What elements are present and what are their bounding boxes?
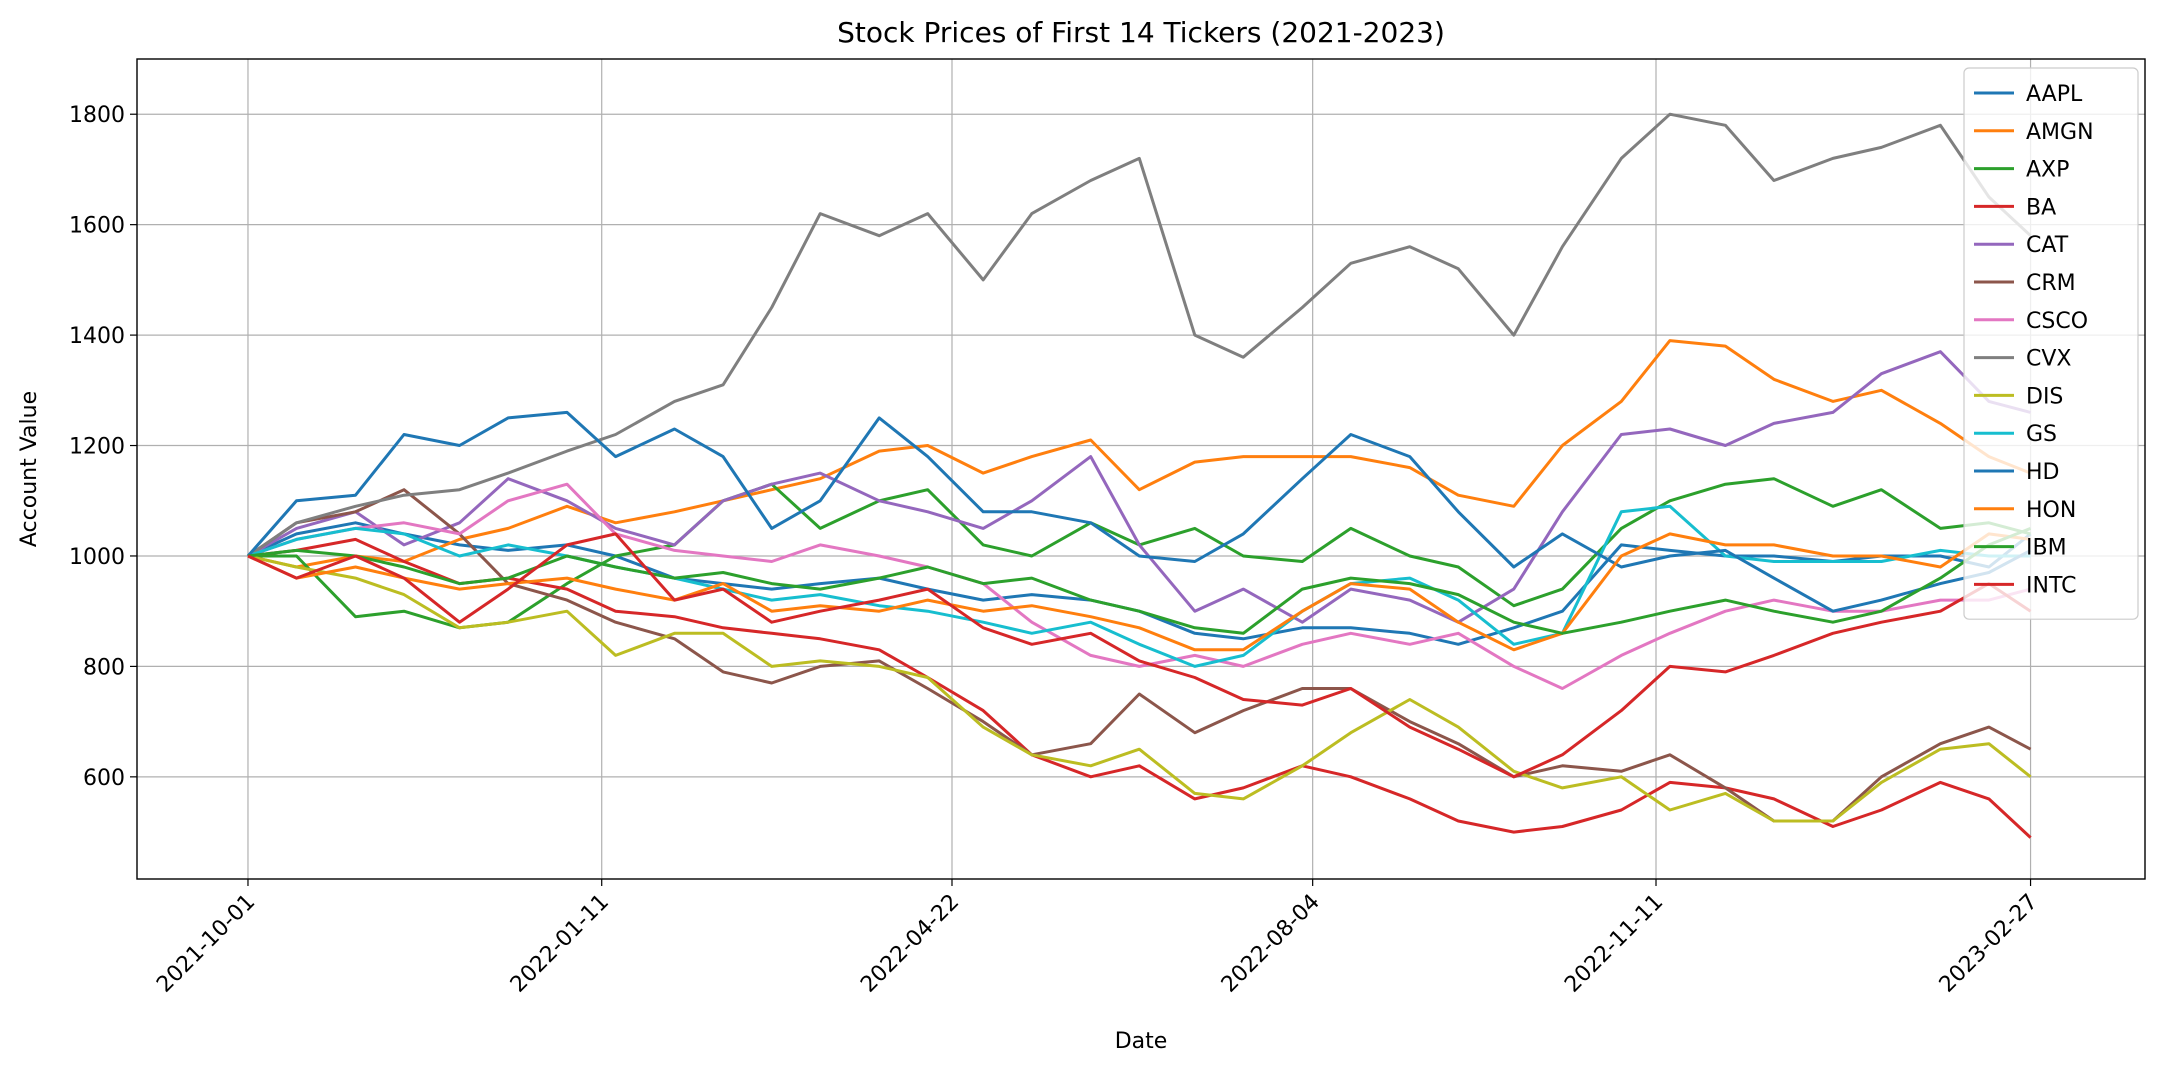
series-line-axp	[248, 477, 2031, 630]
y-tick-label: 1600	[69, 214, 125, 239]
series-line-hd	[246, 410, 2032, 613]
y-tick-label: 1200	[69, 435, 125, 460]
legend-label: AMGN	[2026, 120, 2094, 145]
series-line-gs	[247, 504, 2031, 668]
legend-label: INTC	[2026, 573, 2076, 598]
x-tick-label: 2022-11-11	[1560, 890, 1668, 998]
series-line-ba	[247, 537, 2032, 839]
series-line-dis	[247, 554, 2032, 823]
x-tick-label: 2021-10-01	[152, 890, 260, 998]
series-line-ibm	[247, 527, 2032, 635]
x-tick-label: 2022-08-04	[1217, 890, 1325, 998]
series-line-hon	[247, 532, 2031, 652]
legend-label: AXP	[2026, 158, 2069, 183]
x-tick-label: 2023-02-27	[1935, 890, 2043, 998]
x-tick-label: 2022-04-22	[856, 890, 964, 998]
series-line-crm	[247, 488, 2032, 823]
legend-label: BA	[2026, 195, 2056, 220]
grid-lines	[137, 59, 2145, 879]
legend-label: HD	[2026, 460, 2059, 485]
legend-label: CSCO	[2026, 309, 2088, 334]
series-line-cat	[247, 350, 2031, 624]
y-axis-label: Account Value	[17, 391, 42, 547]
x-axis-label: Date	[1115, 1029, 1168, 1054]
x-tick-label: 2022-01-11	[506, 890, 614, 998]
legend-label: DIS	[2026, 384, 2063, 409]
y-tick-label: 1000	[69, 545, 125, 570]
x-axis: 2021-10-01 2022-01-11 2022-04-22 2022-08-04…	[152, 879, 2043, 998]
legend-label: GS	[2026, 422, 2057, 447]
y-tick-label: 800	[83, 655, 125, 680]
series-line-amgn	[247, 339, 2032, 569]
legend-label: AAPL	[2026, 82, 2083, 107]
y-tick-label: 600	[83, 766, 125, 791]
legend-label: IBM	[2026, 536, 2067, 561]
series-lines	[246, 112, 2032, 839]
legend-label: HON	[2026, 498, 2076, 523]
y-axis: 600 800 1000 1200 1400 1600 1800	[69, 103, 137, 791]
series-line-cvx	[247, 112, 2032, 558]
legend-label: CRM	[2026, 271, 2076, 296]
chart-title: Stock Prices of First 14 Tickers (2021-2…	[837, 16, 1445, 49]
legend-label: CVX	[2026, 347, 2071, 372]
plot-frame	[136, 58, 2146, 880]
y-tick-label: 1800	[69, 103, 125, 128]
series-line-intc	[247, 532, 2032, 779]
legend: AAPL AMGN AXP BA CAT CRM CSCO CVX DIS GS HD HON IBM I…	[1963, 67, 2139, 620]
y-tick-label: 1400	[69, 324, 125, 349]
series-line-csco	[247, 482, 2031, 690]
legend-label: CAT	[2026, 233, 2069, 258]
